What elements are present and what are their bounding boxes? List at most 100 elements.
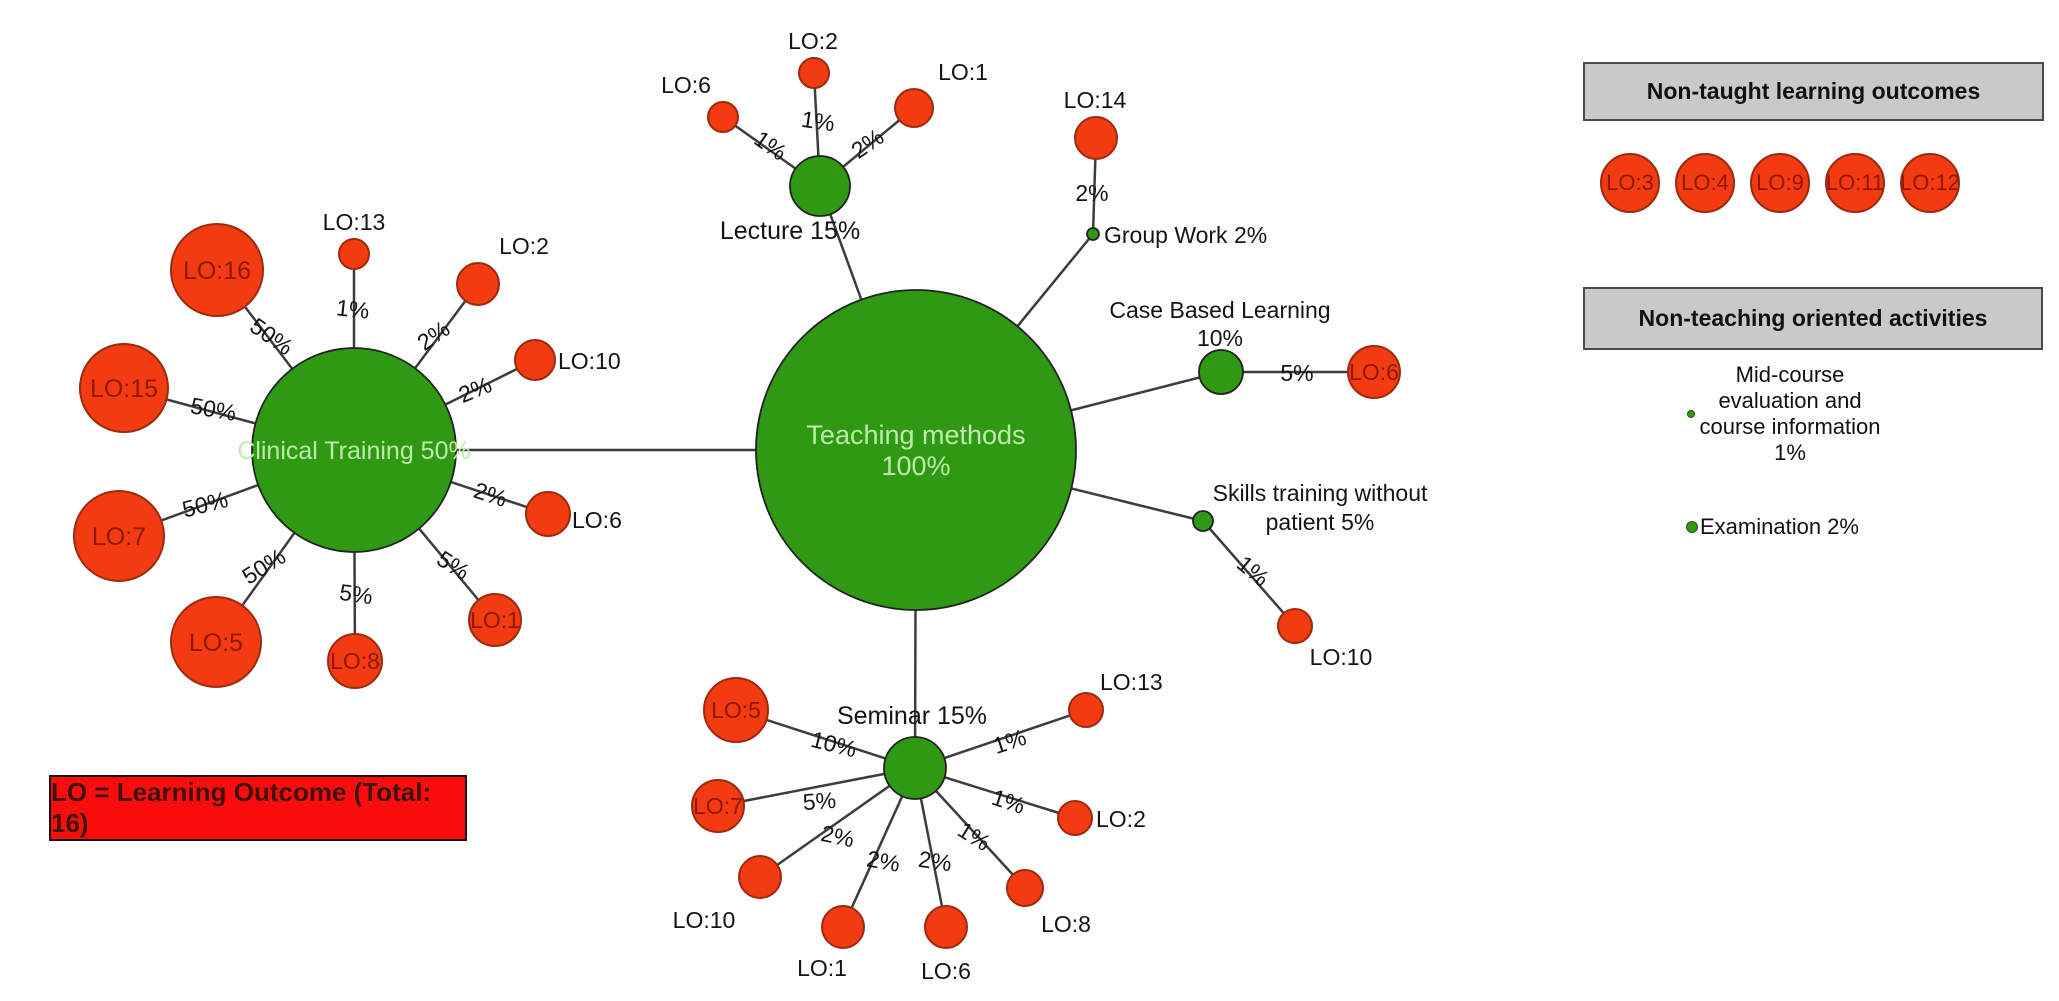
non-taught-outcome-lo-4: LO:4 (1675, 153, 1735, 213)
node-ext-label-cl-lo13: LO:13 (323, 209, 386, 235)
non-taught-outcomes-row: LO:3 LO:4 LO:9 LO:11 LO:12 (1600, 153, 1960, 213)
node-ext-label-lec-lo1: LO:1 (938, 59, 988, 85)
node-ext-label-sem-lo2: LO:2 (1096, 806, 1146, 832)
edge-label-skills-sk-lo10: 1% (1232, 550, 1274, 591)
node-skills (1192, 510, 1214, 532)
node-groupwork (1086, 227, 1100, 241)
node-ext-label-gw-lo14: LO:14 (1064, 87, 1127, 113)
node-ext-label-sem-lo6: LO:6 (921, 958, 971, 984)
edge-label-clinical-cl-lo15: 50% (188, 392, 238, 426)
activity-dot-1 (1686, 521, 1698, 533)
node-ext-label-lec-lo2: LO:2 (788, 28, 838, 54)
node-ext-label-lecture: Lecture 15% (720, 217, 860, 245)
node-gw-lo14 (1074, 116, 1118, 160)
node-cbl (1198, 349, 1244, 395)
node-sem-lo2 (1057, 800, 1093, 836)
non-taught-outcomes-header: Non-taught learning outcomes (1583, 62, 2044, 121)
activity-label-0: Mid-course evaluation and course informati… (1699, 362, 1881, 465)
node-seminar (883, 736, 947, 800)
node-cl-lo2 (456, 262, 500, 306)
edge-label-cbl-cbl-lo6: 5% (1280, 360, 1313, 386)
legend-box: LO = Learning Outcome (Total: 16) (49, 775, 467, 841)
edge-label-clinical-cl-lo7: 50% (180, 486, 231, 522)
non-teaching-activities-title: Non-teaching oriented activities (1638, 305, 1988, 331)
edge-label-seminar-sem-lo2: 1% (989, 784, 1029, 819)
node-cbl-lo6 (1347, 345, 1401, 399)
node-ext-label-cl-lo10: LO:10 (558, 348, 621, 374)
edge-label-seminar-sem-lo7: 5% (802, 787, 837, 815)
edge-label-seminar-sem-lo10: 2% (819, 820, 857, 852)
edge-label-seminar-sem-lo13: 1% (990, 724, 1030, 759)
non-taught-outcome-lo-9: LO:9 (1750, 153, 1810, 213)
non-teaching-activities-header: Non-teaching oriented activities (1583, 287, 2043, 350)
node-label-sem-lo5: LO:5 (711, 697, 761, 723)
node-ext-label-cl-lo2: LO:2 (499, 233, 549, 259)
node-cl-lo16 (170, 223, 264, 317)
node-ext-label-cbl: Case Based Learning 10% (1109, 297, 1330, 351)
node-cl-lo6 (525, 491, 571, 537)
edge-label-groupwork-gw-lo14: 2% (1075, 180, 1108, 206)
node-cl-lo5 (170, 596, 262, 688)
edge-label-clinical-cl-lo16: 50% (245, 313, 298, 361)
node-ext-label-sem-lo1: LO:1 (797, 955, 847, 981)
node-lec-lo6 (707, 101, 739, 133)
node-ext-label-sem-lo10: LO:10 (673, 907, 736, 933)
node-ext-label-sem-lo13: LO:13 (1100, 669, 1163, 695)
edge-label-clinical-cl-lo10: 2% (455, 371, 496, 408)
non-taught-outcome-lo-11: LO:11 (1825, 153, 1885, 213)
node-cl-lo15 (79, 343, 169, 433)
node-lecture (789, 155, 851, 217)
node-sem-lo1 (821, 905, 865, 949)
edge-label-clinical-cl-lo2: 2% (412, 315, 454, 355)
node-ext-label-sk-lo10: LO:10 (1310, 644, 1373, 670)
node-label-teaching: Teaching methods 100% (806, 420, 1025, 481)
node-cl-lo7 (73, 490, 165, 582)
node-ext-label-skills: Skills training without patient 5% (1213, 480, 1428, 535)
edge-label-clinical-cl-lo13: 1% (335, 294, 371, 323)
node-cl-lo10 (514, 339, 556, 381)
node-ext-label-sem-lo8: LO:8 (1041, 911, 1091, 937)
node-sem-lo5 (703, 677, 769, 743)
edge-label-lecture-lec-lo6: 1% (750, 125, 792, 165)
node-lec-lo2 (798, 57, 830, 89)
node-cl-lo13 (338, 238, 370, 270)
node-sem-lo13 (1068, 692, 1104, 728)
non-taught-outcome-lo-12: LO:12 (1900, 153, 1960, 213)
node-cl-lo8 (327, 633, 383, 689)
node-label-cl-lo15: LO:15 (90, 375, 158, 403)
edge-label-seminar-sem-lo6: 2% (917, 846, 954, 876)
node-ext-label-lec-lo6: LO:6 (661, 72, 711, 98)
edge-label-clinical-cl-lo6: 2% (471, 477, 511, 512)
node-label-cbl-lo6: LO:6 (1349, 359, 1399, 385)
edge-label-lecture-lec-lo2: 1% (800, 106, 837, 136)
node-label-clinical: Clinical Training 50% (237, 437, 470, 465)
node-sem-lo10 (738, 855, 782, 899)
node-ext-label-seminar: Seminar 15% (837, 702, 987, 730)
node-clinical (251, 347, 457, 553)
edge-label-clinical-cl-lo8: 5% (338, 579, 375, 609)
node-sk-lo10 (1277, 608, 1313, 644)
legend-text: LO = Learning Outcome (Total: 16) (51, 777, 432, 838)
node-label-cl-lo7: LO:7 (92, 523, 146, 551)
node-label-cl-lo1: LO:1 (470, 607, 520, 633)
node-teaching (755, 289, 1077, 611)
node-label-cl-lo16: LO:16 (183, 257, 251, 285)
node-sem-lo7 (691, 779, 745, 833)
activity-dot-0 (1687, 410, 1695, 418)
activity-label-1: Examination 2% (1700, 514, 1859, 539)
non-taught-outcomes-title: Non-taught learning outcomes (1646, 78, 1981, 104)
edge-label-seminar-sem-lo1: 2% (865, 845, 902, 876)
node-lec-lo1 (894, 88, 934, 128)
non-taught-outcome-lo-3: LO:3 (1600, 153, 1660, 213)
node-sem-lo8 (1006, 869, 1044, 907)
node-ext-label-cl-lo6: LO:6 (572, 507, 622, 533)
edge-label-seminar-sem-lo5: 10% (808, 726, 859, 762)
node-ext-label-groupwork: Group Work 2% (1104, 222, 1267, 248)
node-label-cl-lo8: LO:8 (330, 648, 380, 674)
edge-seminar-sem-lo7 (717, 766, 916, 808)
edge-skills-sk-lo10 (1202, 520, 1296, 627)
node-label-cl-lo5: LO:5 (189, 629, 243, 657)
node-sem-lo6 (924, 905, 968, 949)
